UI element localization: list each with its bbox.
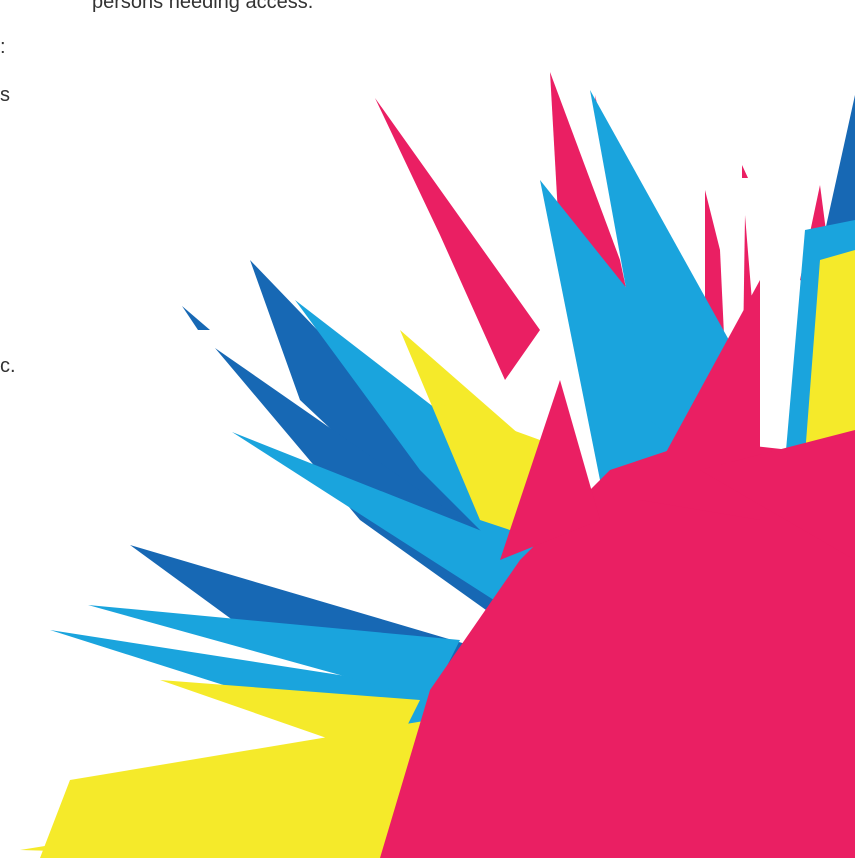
spike-yellow-5	[160, 680, 420, 760]
spike-cyan-4	[590, 90, 740, 480]
spike-cyan-1	[232, 432, 555, 620]
magenta-core-body	[380, 440, 855, 858]
spike-magenta-core-3	[700, 430, 855, 560]
cropped-text-line: persons needing access.	[92, 0, 314, 13]
left-text-fragment-s: s	[0, 84, 10, 106]
left-text-fragment-colon: :	[0, 36, 6, 58]
burst-magenta-core	[380, 280, 855, 858]
spike-magenta-core-1	[500, 380, 600, 560]
spike-yellow-4	[40, 720, 430, 858]
left-text-fragment-c: c.	[0, 355, 16, 377]
spike-magenta-core-2	[640, 280, 760, 520]
spike-cyan-7	[88, 605, 460, 700]
shard-magenta-2	[742, 165, 748, 178]
spike-magenta-1	[375, 98, 540, 380]
spike-yellow-6	[20, 805, 300, 858]
shard-blue-1	[182, 306, 210, 330]
